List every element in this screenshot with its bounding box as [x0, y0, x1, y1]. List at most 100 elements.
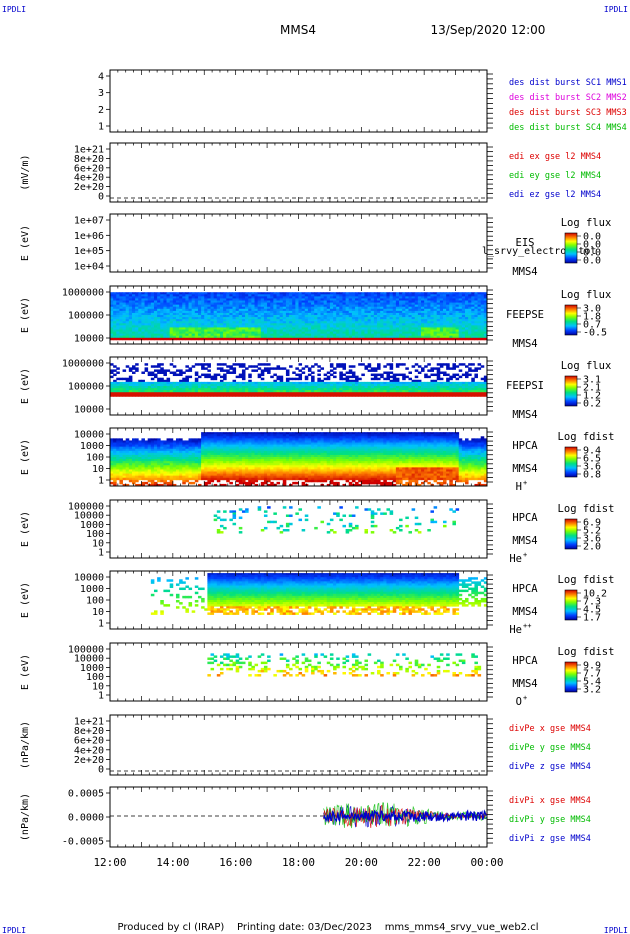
spectrogram-cell [282, 367, 287, 370]
spectrogram-cell [201, 321, 205, 324]
spectrogram-cell [150, 315, 155, 318]
spectrogram-cell [172, 333, 177, 337]
spectrogram-cell [119, 300, 123, 303]
spectrogram-cell [216, 367, 221, 370]
spectrogram-cell [285, 337, 290, 341]
spectrogram-cell [232, 321, 237, 324]
spectrogram-cell [131, 337, 136, 341]
spectrogram-cell [169, 300, 174, 303]
spectrogram-cell [128, 331, 133, 335]
spectrogram-cell [182, 323, 186, 326]
spectrogram-cell [150, 296, 155, 299]
spectrogram-cell [254, 369, 259, 372]
spectrogram-cell [358, 363, 362, 366]
spectrogram-cell [342, 367, 347, 370]
spectrogram-cell [339, 377, 343, 381]
spectrogram-cell [150, 321, 155, 324]
spectrogram-cell [251, 337, 255, 341]
spectrogram-cell [153, 321, 158, 324]
spectrogram-cell [110, 371, 114, 374]
spectrogram-cell [339, 337, 343, 341]
spectrogram-cell [179, 306, 183, 310]
spectrogram-cell [414, 394, 419, 397]
spectrogram-cell [169, 327, 174, 330]
spectrogram-cell [282, 331, 287, 335]
spectrogram-cell [131, 367, 136, 370]
spectrogram-cell [113, 365, 117, 368]
spectrogram-cell [150, 310, 155, 314]
spectrogram-cell [125, 337, 130, 341]
spectrogram-cell [157, 310, 161, 314]
spectrogram-cell [172, 331, 177, 335]
spectrogram-cell [201, 337, 205, 341]
spectrogram-cell [204, 325, 208, 328]
spectrogram-cell [172, 325, 177, 328]
spectrogram-cell [182, 312, 186, 316]
spectrogram-cell [128, 292, 133, 295]
spectrogram-cell [223, 304, 227, 308]
spectrogram-cell [279, 327, 284, 330]
spectrogram-cell [163, 373, 167, 377]
spectrogram-cell [223, 327, 227, 330]
spectrogram-cell [110, 363, 114, 366]
spectrogram-cell [427, 363, 431, 366]
spectrogram-cell [241, 298, 246, 301]
spectrogram-cell [201, 333, 205, 337]
spectrogram-cell [150, 337, 155, 341]
spectrogram-cell [110, 477, 114, 481]
spectrogram-cell [270, 315, 274, 318]
spectrogram-cell [128, 369, 133, 372]
spectrogram-cell [474, 369, 478, 372]
spectrogram-cell [254, 296, 259, 299]
spectrogram-cell [128, 317, 133, 320]
spectrogram-cell [188, 294, 193, 297]
spectrogram-cell [279, 296, 284, 299]
spectrogram-cell [226, 304, 230, 308]
spectrogram-cell [116, 306, 120, 310]
spectrogram-cell [279, 306, 284, 310]
spectrogram-cell [197, 327, 202, 330]
spectrogram-cell [163, 315, 167, 318]
spectrogram-cell [147, 333, 152, 337]
corner-label-right: IPDLI [604, 5, 628, 14]
spectrogram-cell [254, 306, 259, 310]
spectrogram-cell [223, 321, 227, 324]
spectrogram-cell [279, 310, 284, 314]
spectrogram-cell [449, 394, 453, 397]
spectrogram-cell [119, 296, 123, 299]
spectrogram-cell [251, 329, 255, 332]
spectrogram-cell [238, 317, 243, 320]
spectrogram-cell [367, 369, 372, 372]
spectrogram-cell [251, 365, 255, 368]
spectrogram-cell [219, 394, 224, 397]
spectrogram-cell [163, 312, 167, 316]
spectrogram-cell [128, 315, 133, 318]
spectrogram-cell [257, 298, 262, 301]
spectrogram-cell [160, 306, 164, 310]
spectrogram-cell [125, 365, 130, 368]
spectrogram-cell [235, 302, 240, 306]
spectrogram-cell [216, 292, 221, 295]
spectrogram-cell [399, 394, 403, 397]
spectrogram-cell [260, 329, 265, 332]
spectrogram-cell [238, 325, 243, 328]
spectrogram-cell [163, 333, 167, 337]
spectrogram-cell [238, 323, 243, 326]
spectrogram-cell [207, 312, 211, 316]
spectrogram-cell [175, 296, 180, 299]
spectrogram-cell [194, 312, 199, 316]
spectrogram-cell [317, 369, 321, 372]
spectrogram-cell [175, 331, 180, 335]
spectrogram-cell [229, 306, 233, 310]
spectrogram-cell [251, 323, 255, 326]
colorbar [564, 375, 578, 407]
spectrogram-cell [125, 317, 130, 320]
spectrogram-cell [273, 306, 277, 310]
spectrogram-cell [285, 302, 290, 306]
spectrogram-cell [169, 304, 174, 308]
spectrogram-cell [311, 365, 315, 368]
spectrogram-cell [273, 394, 277, 397]
spectrogram-cell [204, 331, 208, 335]
spectrogram-cell [223, 306, 227, 310]
colorbar-title: Log flux [561, 289, 612, 301]
